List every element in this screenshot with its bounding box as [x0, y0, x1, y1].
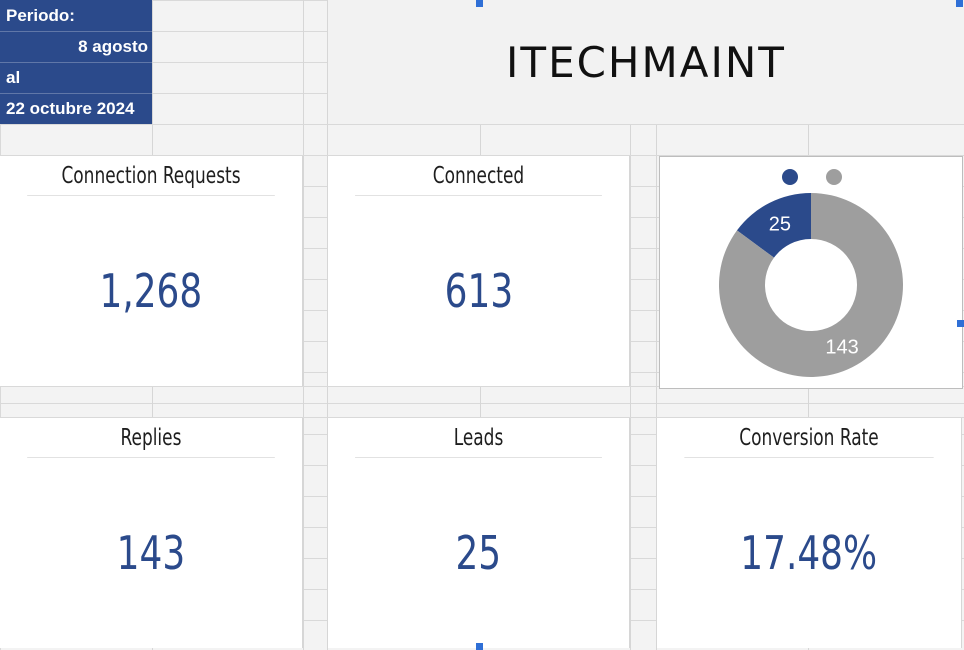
card-value: 143: [116, 526, 186, 580]
card-conversion-rate[interactable]: Conversion Rate 17.48%: [657, 418, 962, 648]
selection-handle-right[interactable]: [957, 320, 964, 327]
card-connection-requests[interactable]: Connection Requests 1,268: [0, 156, 303, 386]
card-leads[interactable]: Leads 25: [328, 418, 630, 648]
period-end: 22 octubre 2024: [6, 99, 135, 118]
legend-dot-1: [826, 169, 842, 185]
period-label: Periodo:: [6, 6, 75, 25]
donut-chart[interactable]: 25 143: [659, 156, 963, 389]
donut-slice-1[interactable]: [719, 193, 903, 377]
legend-dot-0: [782, 169, 798, 185]
card-label: Connected: [355, 156, 602, 196]
card-label: Conversion Rate: [684, 418, 934, 458]
selection-handle-top[interactable]: [476, 0, 483, 7]
card-connected[interactable]: Connected 613: [328, 156, 630, 386]
card-value: 25: [455, 526, 502, 580]
donut-slice-label-0: 25: [769, 213, 791, 235]
period-start: 8 agosto: [78, 37, 148, 56]
donut-slice-0[interactable]: [736, 193, 811, 258]
selection-handle-bottom[interactable]: [476, 643, 483, 650]
donut-slice-label-1: 143: [825, 337, 858, 359]
card-value: 17.48%: [740, 526, 878, 580]
card-value: 613: [444, 264, 513, 318]
card-value: 1,268: [99, 264, 203, 318]
title-area[interactable]: ITECHMAINT: [328, 0, 964, 124]
period-block[interactable]: Periodo: 8 agosto al 22 octubre 2024: [0, 0, 152, 124]
card-label: Connection Requests: [27, 156, 275, 196]
card-label: Replies: [27, 418, 275, 458]
period-connector: al: [6, 68, 21, 87]
donut-chart-svg: 25 143: [719, 169, 903, 377]
page-title: ITECHMAINT: [506, 37, 786, 87]
card-replies[interactable]: Replies 143: [0, 418, 303, 648]
selection-handle-top-right[interactable]: [956, 0, 963, 7]
card-label: Leads: [355, 418, 602, 458]
